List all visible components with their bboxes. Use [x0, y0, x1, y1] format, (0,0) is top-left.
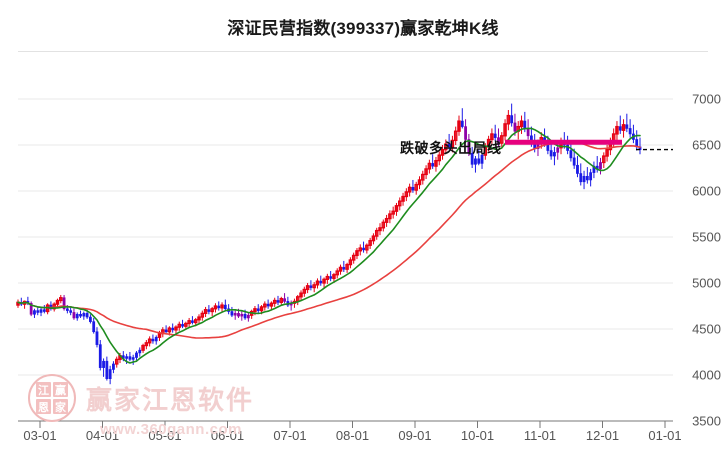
x-axis-label: 11-01: [523, 428, 557, 443]
y-axis-label: 5500: [692, 229, 721, 245]
x-axis-label: 08-01: [335, 428, 370, 443]
x-axis-label: 03-01: [23, 428, 57, 443]
x-axis-label: 05-01: [148, 428, 182, 443]
y-axis-label: 5000: [692, 275, 721, 291]
y-axis-label: 3500: [692, 413, 721, 429]
axis-ticks: [18, 420, 673, 428]
x-axis-label: 04-01: [85, 428, 120, 443]
x-axis-label: 07-01: [273, 428, 307, 443]
page-title: 深证民营指数(399337)赢家乾坤K线: [227, 19, 499, 38]
x-axis-label: 01-01: [648, 428, 682, 443]
y-axis-label: 4500: [692, 321, 721, 337]
y-axis-label: 4000: [692, 367, 721, 383]
x-axis-label: 12-01: [585, 428, 620, 443]
x-axis-label: 09-01: [398, 428, 432, 443]
title-divider: [18, 51, 708, 52]
x-axis-label: 10-01: [460, 428, 495, 443]
gridlines: [18, 98, 673, 422]
chart-annotation: 跌破多头出局线: [400, 140, 502, 156]
y-axis-label: 6000: [692, 183, 721, 199]
y-axis-label: 7000: [692, 91, 721, 107]
y-axis-label: 6500: [692, 137, 721, 153]
x-axis-label: 06-01: [210, 428, 245, 443]
